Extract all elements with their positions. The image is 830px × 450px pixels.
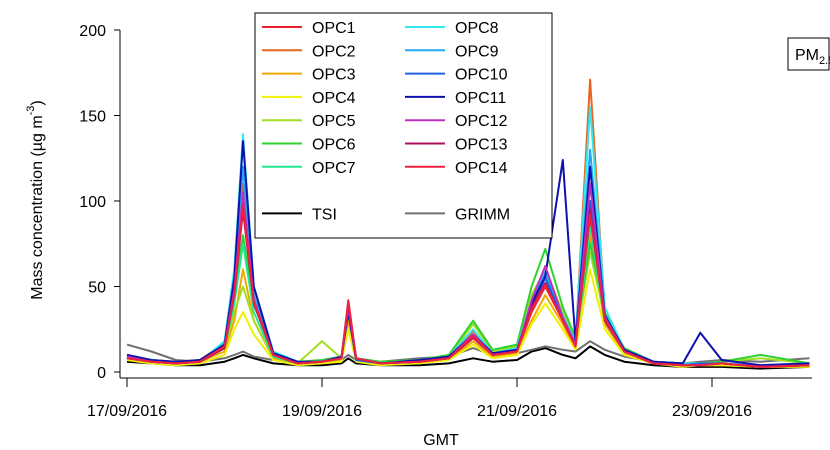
legend-label: OPC5 xyxy=(312,113,356,130)
y-tick-label: 150 xyxy=(79,109,106,126)
legend-label: GRIMM xyxy=(455,206,510,223)
series-line xyxy=(126,203,810,368)
annotation-sub: 2.5 xyxy=(819,55,830,67)
x-axis-label: GMT xyxy=(423,432,459,449)
x-tick-label: 21/09/2016 xyxy=(477,403,557,420)
x-tick-label: 23/09/2016 xyxy=(672,403,752,420)
legend-label: TSI xyxy=(312,206,337,223)
y-tick-label: 0 xyxy=(97,365,106,382)
legend-label: OPC11 xyxy=(455,90,506,107)
legend-label: OPC13 xyxy=(455,137,508,154)
annotation: PM2.5 xyxy=(795,47,830,67)
legend-label: OPC3 xyxy=(312,67,356,84)
y-tick-label: 100 xyxy=(79,194,106,211)
legend-label: OPC14 xyxy=(455,160,508,177)
legend-label: OPC1 xyxy=(312,20,356,37)
series-line xyxy=(126,345,810,370)
y-axis-label: Mass concentration (µg m-3) xyxy=(25,100,46,300)
x-tick-label: 19/09/2016 xyxy=(282,403,362,420)
legend-label: OPC2 xyxy=(312,43,356,60)
y-tick-label: 50 xyxy=(88,280,106,297)
legend-label: OPC10 xyxy=(455,67,508,84)
y-label-end: ) xyxy=(29,100,46,105)
legend-label: OPC7 xyxy=(312,160,356,177)
legend-label: OPC12 xyxy=(455,113,508,130)
y-label-sup: -3 xyxy=(25,106,37,116)
y-tick-label: 200 xyxy=(79,23,106,40)
legend-label: OPC4 xyxy=(312,90,356,107)
series-line xyxy=(126,140,810,367)
annotation-box xyxy=(787,37,830,71)
y-label-text: Mass concentration (µg m xyxy=(29,115,46,299)
legend-label: OPC6 xyxy=(312,137,356,154)
legend-label: OPC9 xyxy=(455,43,499,60)
annotation-text: PM xyxy=(795,47,819,64)
legend-box xyxy=(254,12,553,239)
series-line xyxy=(126,268,810,368)
x-tick-label: 17/09/2016 xyxy=(87,403,167,420)
legend-label: OPC8 xyxy=(455,20,499,37)
